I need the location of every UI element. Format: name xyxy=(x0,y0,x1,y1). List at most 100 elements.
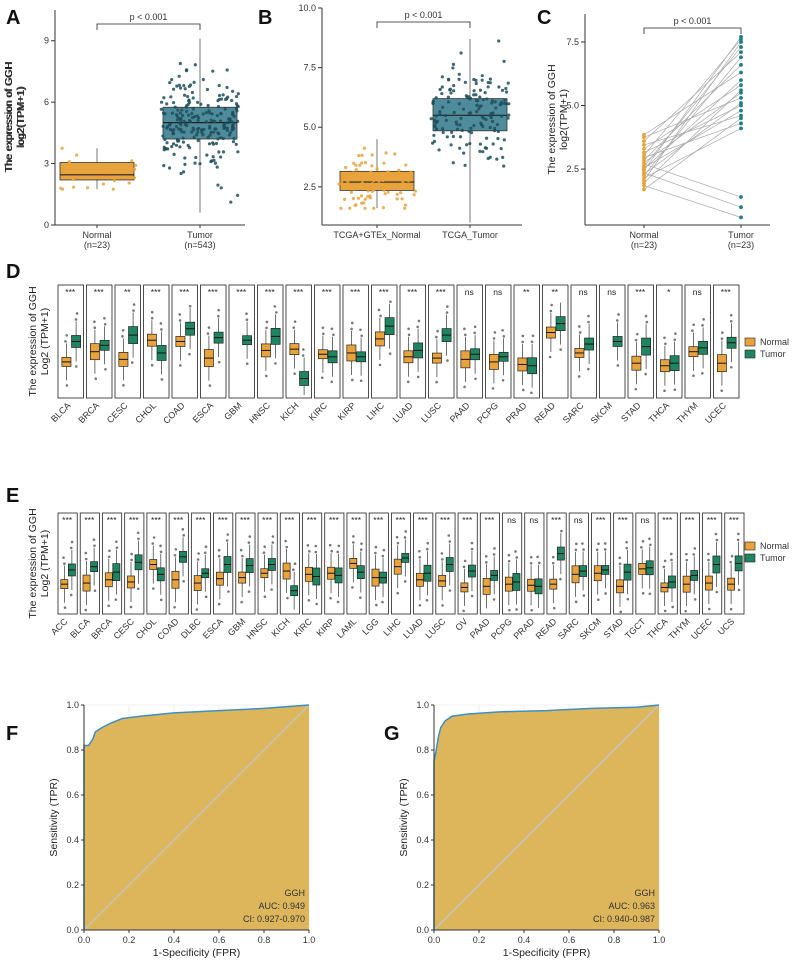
panel-f-roc-curve xyxy=(83,704,310,930)
panel-d-outlier xyxy=(264,374,268,378)
panel-b-point xyxy=(469,126,473,130)
panel-e-outlier xyxy=(536,555,539,559)
panel-b-point xyxy=(363,184,367,188)
panel-letter-c: C xyxy=(537,7,551,29)
panel-e-outlier xyxy=(707,607,711,611)
panel-a-point xyxy=(101,182,106,186)
panel-c-tumor-point xyxy=(739,55,743,60)
panel-d-significance: ns xyxy=(465,287,474,297)
panel-d-outlier xyxy=(332,333,335,337)
panel-a-ytick-label: 9 xyxy=(44,36,49,46)
panel-f-legend-text: CI: 0.927-0.970 xyxy=(243,914,305,924)
panel-e-facet-frame xyxy=(613,512,634,615)
panel-a-point xyxy=(208,124,212,128)
panel-g-legend-text: GGH xyxy=(634,888,655,898)
panel-d-outlier xyxy=(93,320,96,323)
panel-b-point xyxy=(484,117,488,122)
panel-e-outlier xyxy=(152,587,155,590)
panel-d-outlier xyxy=(217,314,220,318)
panel-d-outlier xyxy=(587,320,590,324)
panel-a-point xyxy=(230,98,234,103)
panel-d-outlier xyxy=(493,331,497,334)
panel-d-outlier xyxy=(463,385,466,389)
panel-b-point xyxy=(468,111,473,115)
panel-a-point xyxy=(180,108,184,112)
panel-a-point xyxy=(177,74,181,78)
panel-b-point xyxy=(397,183,401,187)
panel-e-outlier xyxy=(470,547,474,551)
panel-a-point xyxy=(227,133,232,137)
panel-e-outlier xyxy=(537,561,541,565)
panel-d-outlier xyxy=(436,329,439,333)
panel-d-outlier xyxy=(350,327,353,331)
panel-d-outlier xyxy=(664,342,667,346)
panel-e-outlier xyxy=(114,598,118,601)
panel-b-point xyxy=(478,149,482,153)
panel-a-point xyxy=(184,105,188,109)
panel-b-point xyxy=(352,161,356,165)
panel-e-outlier xyxy=(618,556,622,560)
panel-a-point xyxy=(221,93,225,97)
panel-b-point xyxy=(349,190,353,194)
panel-a-ylabel: The expression of GGH log2(TPM+1) xyxy=(3,62,27,172)
panel-e-outlier xyxy=(575,542,578,546)
panel-b-point xyxy=(480,78,484,82)
panel-g-xtick-label: 0.0 xyxy=(428,935,441,945)
panel-b-pvalue: p < 0.001 xyxy=(405,10,443,20)
panel-e-significance: *** xyxy=(329,515,340,525)
panel-e-outlier xyxy=(292,568,295,572)
panel-a-point xyxy=(161,134,165,138)
panel-a-point xyxy=(235,109,239,113)
panel-d-facet-frame xyxy=(257,284,284,399)
panel-letter-b: B xyxy=(258,7,272,29)
panel-e-significance: *** xyxy=(440,515,451,525)
panel-b-point xyxy=(480,114,484,119)
panel-b-category-label: TCGA_Tumor xyxy=(442,230,498,240)
panel-e-outlier xyxy=(715,538,719,542)
panel-a-point xyxy=(165,102,169,106)
panel-e-legend-key-tumor xyxy=(744,553,756,563)
panel-e-facet-frame xyxy=(457,512,478,615)
panel-b-point xyxy=(377,179,381,183)
panel-a-point xyxy=(169,95,173,99)
panel-g-xtick-label: 0.2 xyxy=(473,935,486,945)
panel-a-point xyxy=(214,141,219,146)
panel-d-outlier xyxy=(359,379,363,383)
panel-d-legend-key-normal xyxy=(744,337,756,347)
panel-e-significance: *** xyxy=(484,515,495,525)
panel-a-point xyxy=(191,126,195,130)
panel-d-outlier xyxy=(188,352,191,356)
panel-d-outlier xyxy=(130,361,134,364)
panel-a-point xyxy=(236,104,240,109)
panel-f-ytick-label: 0.4 xyxy=(66,835,79,845)
panel-b-point xyxy=(452,110,456,115)
panel-d-outlier xyxy=(720,337,724,340)
panel-d-outlier xyxy=(492,337,496,340)
panel-b-point xyxy=(500,88,505,92)
panel-a-point xyxy=(187,98,191,102)
panel-e-outlier xyxy=(663,559,667,563)
panel-d-outlier xyxy=(379,314,382,318)
panel-a-point xyxy=(206,135,210,140)
panel-e-outlier xyxy=(306,544,310,547)
panel-d-outlier xyxy=(293,320,297,323)
panel-e-outlier xyxy=(151,542,155,545)
panel-d-ylabel-line: Log2 (TPM+1) xyxy=(39,308,51,375)
panel-b-point xyxy=(504,86,508,91)
panel-a-point xyxy=(217,150,221,154)
panel-a-point xyxy=(190,90,195,95)
panel-b-point xyxy=(370,164,374,168)
panel-a-point xyxy=(214,127,218,131)
panel-b-point xyxy=(495,123,500,127)
panel-b-point xyxy=(356,175,360,180)
panel-f-diagonal xyxy=(83,704,310,931)
panel-g-ytick-label: 0.8 xyxy=(416,745,429,755)
panel-b-point xyxy=(446,77,451,81)
panel-e-significance: *** xyxy=(662,515,673,525)
panel-a-point xyxy=(225,120,230,125)
panel-b-point xyxy=(410,175,414,179)
panel-b-point xyxy=(481,150,485,154)
panel-b-point xyxy=(502,101,507,106)
panel-e-outlier xyxy=(270,588,273,591)
panel-b-ytick-label: 5.0 xyxy=(303,122,316,132)
